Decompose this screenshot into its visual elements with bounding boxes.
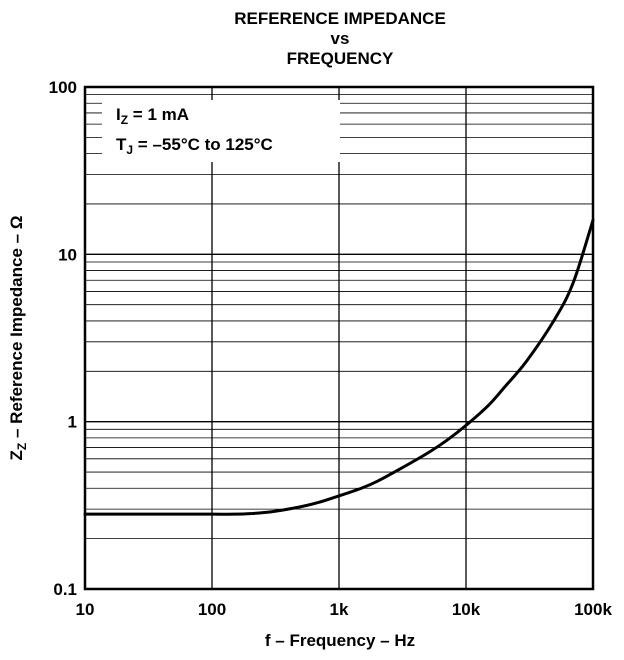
y-tick-labels: 0.1 1 10 100 bbox=[49, 78, 77, 599]
legend-line-2-main: T bbox=[116, 135, 127, 154]
y-tick-label: 100 bbox=[49, 78, 77, 97]
x-tick-label: 100k bbox=[574, 600, 612, 619]
title-line-1: REFERENCE IMPEDANCE bbox=[234, 9, 446, 28]
x-tick-label: 1k bbox=[330, 600, 349, 619]
y-tick-label: 1 bbox=[68, 413, 77, 432]
y-axis-label-sub: Z bbox=[15, 443, 29, 450]
legend-line-1: IZ = 1 mA bbox=[116, 105, 189, 127]
title-line-2: vs bbox=[331, 29, 350, 48]
x-tick-label: 100 bbox=[198, 600, 226, 619]
legend-line-1-main: I bbox=[116, 105, 121, 124]
y-tick-label: 10 bbox=[58, 245, 77, 264]
impedance-curve bbox=[83, 218, 595, 516]
legend-line-1-sub: Z bbox=[121, 113, 128, 127]
y-axis-label-main: Z bbox=[7, 450, 26, 460]
x-tick-labels: 10 100 1k 10k 100k bbox=[76, 600, 613, 619]
x-tick-label: 10k bbox=[452, 600, 481, 619]
legend: IZ = 1 mA TJ = –55°C to 125°C bbox=[102, 100, 340, 162]
x-axis-label: f – Frequency – Hz bbox=[265, 631, 415, 650]
legend-box bbox=[102, 100, 340, 162]
legend-line-1-rest: = 1 mA bbox=[128, 105, 189, 124]
legend-line-2-sub: J bbox=[126, 143, 133, 157]
legend-line-2: TJ = –55°C to 125°C bbox=[116, 135, 273, 157]
y-axis-label-rest: – Reference Impedance – Ω bbox=[7, 216, 26, 443]
major-gridlines bbox=[85, 87, 593, 589]
legend-line-2-rest: = –55°C to 125°C bbox=[133, 135, 273, 154]
x-tick-label: 10 bbox=[76, 600, 95, 619]
y-tick-label: 0.1 bbox=[53, 580, 77, 599]
chart-title: REFERENCE IMPEDANCE vs FREQUENCY bbox=[234, 9, 446, 68]
title-line-3: FREQUENCY bbox=[287, 49, 394, 68]
plot-area-frame bbox=[83, 85, 595, 591]
y-axis-label: ZZ – Reference Impedance – Ω bbox=[7, 216, 29, 461]
